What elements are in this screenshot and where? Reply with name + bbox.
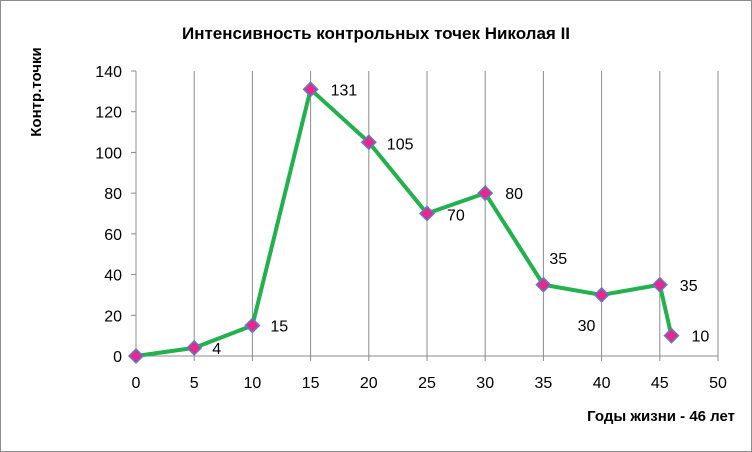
- data-label-1: 4: [212, 341, 221, 358]
- data-point-7: [535, 276, 552, 293]
- y-axis-label: Контр.точки: [28, 47, 45, 136]
- data-point-2: [244, 317, 261, 334]
- data-label-2: 15: [270, 318, 288, 335]
- data-point-0: [127, 347, 145, 365]
- x-tick-label-0: 0: [132, 375, 141, 392]
- x-tick-label-8: 40: [593, 375, 611, 392]
- y-tick-label-1: 20: [104, 308, 122, 325]
- x-tick-label-1: 5: [190, 375, 199, 392]
- x-tick-label-3: 15: [302, 375, 320, 392]
- data-label-10: 10: [691, 329, 709, 346]
- data-label-8: 30: [578, 318, 596, 335]
- x-axis-label: Годы жизни - 46 лет: [587, 408, 735, 425]
- tick-labels: 0 20 40 60 80 100 120 140 0 5 10 15 20 25 30 35 40 45 50: [95, 64, 727, 392]
- series-layer: [127, 81, 680, 365]
- y-tick-label-2: 40: [104, 268, 122, 285]
- data-label-7: 35: [549, 251, 567, 268]
- data-label-9: 35: [680, 278, 698, 295]
- y-tick-label-3: 60: [104, 227, 122, 244]
- data-point-5: [418, 205, 436, 222]
- data-label-3: 131: [331, 82, 358, 99]
- data-point-6: [477, 185, 494, 202]
- data-labels: 4 15 131 105 70 80 35 30 35 10: [212, 82, 709, 358]
- data-point-8: [593, 286, 610, 303]
- y-tick-label-0: 0: [113, 349, 122, 366]
- x-tick-label-4: 20: [360, 375, 378, 392]
- data-point-10: [663, 327, 680, 344]
- x-tick-label-2: 10: [244, 375, 262, 392]
- x-tick-label-7: 35: [535, 375, 553, 392]
- x-tick-label-10: 50: [709, 375, 727, 392]
- y-tick-label-4: 80: [104, 186, 122, 203]
- data-label-5: 70: [447, 208, 465, 225]
- y-tick-label-6: 120: [95, 105, 122, 122]
- data-label-6: 80: [505, 186, 523, 203]
- data-label-4: 105: [387, 136, 414, 153]
- data-point-3: [302, 81, 319, 98]
- x-tick-label-6: 30: [476, 375, 494, 392]
- data-point-4: [360, 134, 377, 151]
- data-point-1: [186, 339, 203, 356]
- data-point-9: [651, 276, 668, 293]
- chart-title: Интенсивность контрольных точек Николая …: [182, 24, 570, 43]
- x-tick-label-9: 45: [651, 375, 669, 392]
- y-tick-label-5: 100: [95, 145, 122, 162]
- x-tick-label-5: 25: [418, 375, 436, 392]
- y-tick-label-7: 140: [95, 64, 122, 81]
- series-line: [135, 87, 674, 358]
